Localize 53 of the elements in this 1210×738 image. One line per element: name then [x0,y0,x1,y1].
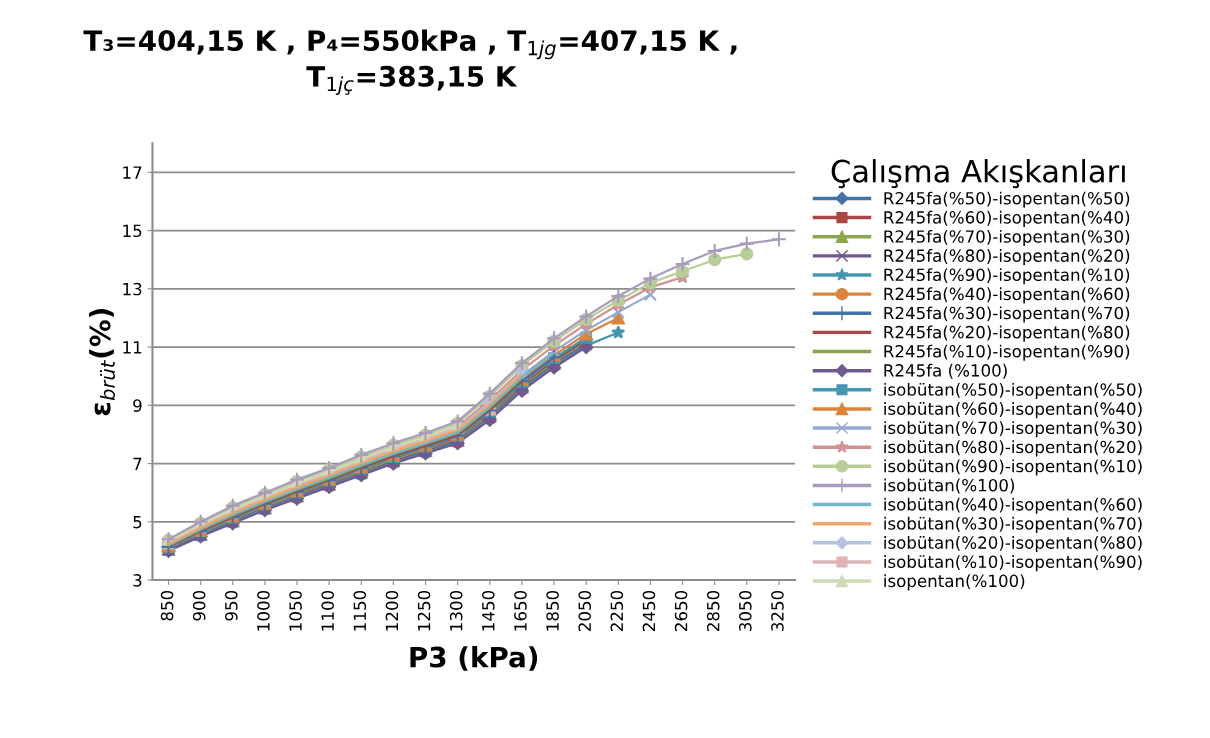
legend-label: isobütan(%30)-isopentan(%70) [884,516,1142,533]
legend-label: isobütan(%60)-isopentan(%40) [884,402,1142,419]
y-tick-label: 13 [123,282,142,296]
legend-title: Çalışma Akışkanları [831,159,1125,189]
x-tick-label: 1250 [417,590,431,631]
x-tick-label: 1050 [289,590,302,631]
legend-label: isobütan(%20)-isopentan(%80) [884,535,1142,553]
legend-label: isobütan(%50)-isopentan(%50) [884,382,1142,400]
x-axis-title: P3 (kPa) [410,646,538,671]
legend-label: R245fa(%10)-isopentan(%90) [884,344,1130,361]
x-tick-label: 2050 [578,590,591,631]
x-tick-label: 950 [225,590,238,621]
y-tick-label: 9 [133,399,142,412]
x-tick-label: 1000 [257,590,270,631]
legend-label: R245fa(%50)-isopentan(%50) [884,191,1130,208]
legend-label: isopentan(%100) [884,574,1025,591]
legend-label: isobütan(%90)-isopentan(%10) [884,459,1142,476]
x-tick-label: 2450 [642,590,656,631]
x-tick-label: 1100 [321,590,334,631]
x-tick-label: 1850 [546,590,559,631]
legend-label: R245fa (%100) [884,363,1007,379]
x-tick-label: 900 [192,590,206,621]
y-axis-title: ε$_{brüt}$(%) [89,309,115,416]
y-tick-label: 7 [133,457,142,470]
y-tick-label: 15 [123,224,142,238]
y-tick-label: 11 [123,341,142,354]
legend-label: isobütan(%10)-isopentan(%90) [884,555,1142,572]
legend-label: R245fa(%30)-isopentan(%70) [884,306,1130,323]
legend-label: R245fa(%20)-isopentan(%80) [884,325,1130,342]
x-tick-label: 2650 [674,590,688,631]
x-tick-label: 1150 [353,590,367,631]
legend-label: R245fa(%70)-isopentan(%30) [884,229,1130,247]
x-tick-label: 1300 [449,590,463,631]
legend-label: isobütan(%100) [884,478,1015,494]
x-tick-label: 1650 [514,590,527,631]
legend-label: R245fa(%80)-isopentan(%20) [884,249,1130,266]
x-tick-label: 1450 [482,590,495,631]
legend-label: isobütan(%70)-isopentan(%30) [884,421,1142,438]
x-tick-label: 3250 [771,590,784,631]
legend-label: R245fa(%60)-isopentan(%40) [884,210,1130,227]
legend-label: isobütan(%40)-isopentan(%60) [884,497,1142,514]
legend-label: R245fa(%40)-isopentan(%60) [884,287,1130,304]
y-tick-label: 17 [123,166,142,179]
legend-label: R245fa(%90)-isopentan(%10) [884,268,1130,285]
chart-title: T₃=404,15 K , P₄=550kPa , T$_{1jg}$=407,15 K , T$_{1jç}$=383,15 K [83,29,737,96]
y-tick-label: 5 [133,516,142,529]
x-tick-label: 2250 [610,590,624,631]
x-tick-label: 1200 [385,590,399,631]
legend-label: isobütan(%80)-isopentan(%20) [884,440,1142,457]
x-tick-label: 850 [160,590,174,621]
y-tick-label: 3 [133,574,142,587]
x-tick-label: 3050 [739,590,752,631]
x-tick-label: 2850 [706,590,720,631]
